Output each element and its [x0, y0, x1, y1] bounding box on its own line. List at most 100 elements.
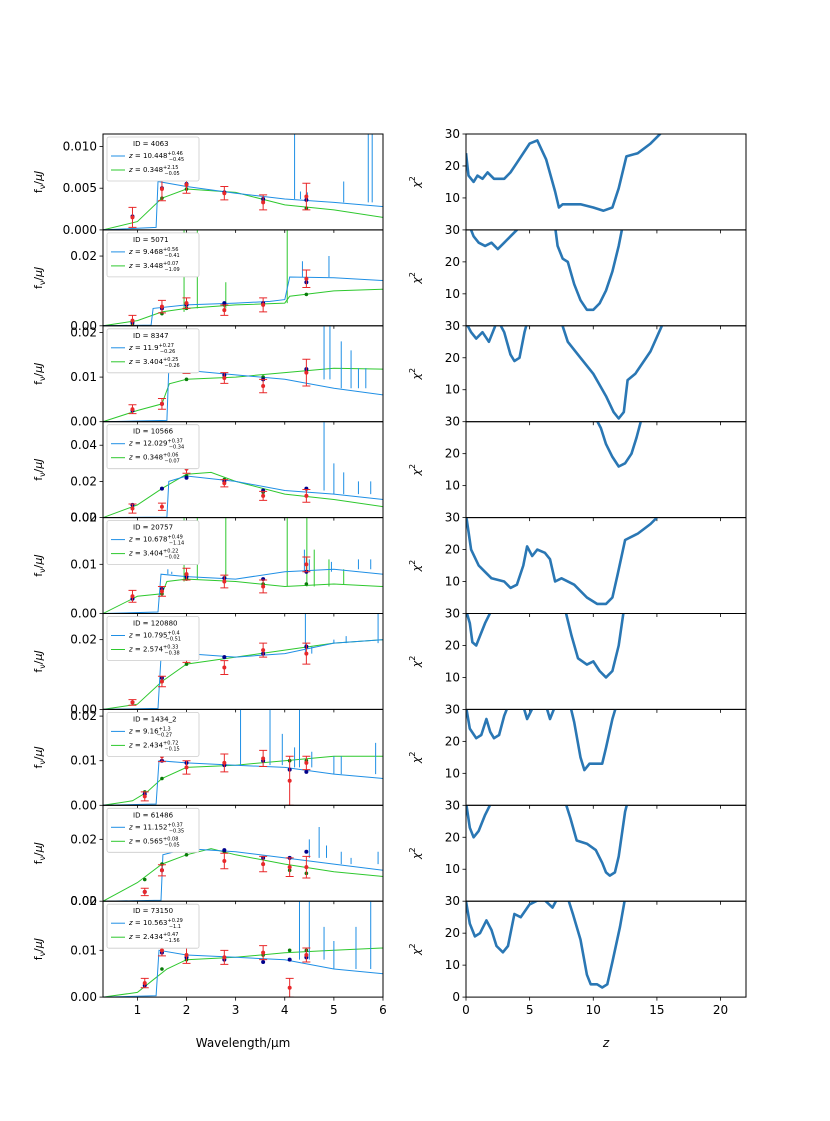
- model-a-legend-label: z = 10.563+0.29 −1.1: [128, 918, 183, 930]
- model-b-photometry-point: [304, 582, 309, 586]
- model-a-photometry-point: [261, 960, 266, 965]
- model-a-legend-label: z = 9.16+1.3 −0.27: [128, 726, 172, 738]
- model-a-legend-label: z = 10.795+0.4 −0.51: [128, 631, 181, 643]
- model-a-legend-label: z = 11.152+0.37 −0.35: [128, 822, 184, 834]
- observed-flux-point: [184, 765, 189, 770]
- model-a-photometry-point: [222, 655, 227, 660]
- model-b-photometry-point: [160, 776, 164, 781]
- sed-y-axis-label: fν/μJ: [32, 554, 47, 576]
- observed-flux-point: [159, 868, 164, 873]
- y-tick-label: 0.00: [70, 607, 97, 621]
- y-tick-label: 0.02: [70, 511, 97, 525]
- chi2-y-tick-label: 20: [445, 543, 460, 557]
- chi2-x-tick-label: 10: [586, 1003, 601, 1017]
- legend-id-label: ID = 5071: [133, 236, 169, 244]
- legend: ID = 8347 z = 11.9+0.27 −0.26 z = 3.404+0.2…: [106, 328, 200, 374]
- legend-frame: [106, 232, 200, 278]
- observed-flux-point: [287, 778, 292, 783]
- observed-flux-point: [222, 579, 227, 584]
- chi2-plot: [466, 134, 662, 212]
- chi2-y-tick-label: 30: [445, 798, 460, 812]
- model-b-legend-label: z = 2.434+0.47 −1.56: [128, 932, 180, 944]
- model-b-legend-label: z = 3.448+0.07 −1.09: [128, 261, 180, 273]
- model-b-spectrum: [103, 639, 383, 710]
- legend-frame: [106, 136, 200, 182]
- right-x-axis-label: z: [602, 1036, 610, 1050]
- model-a-photometry-point: [222, 848, 227, 853]
- legend-id-label: ID = 10566: [133, 428, 174, 436]
- observed-flux-point: [261, 200, 266, 205]
- sed-plot: [103, 421, 383, 518]
- chi2-y-axis-label: χ2: [408, 560, 423, 573]
- observed-flux-point: [261, 493, 266, 498]
- model-b-legend-label: z = 3.404+0.25 −0.26: [128, 357, 180, 369]
- chi2-y-axis-label: χ2: [408, 943, 423, 956]
- y-tick-label: 0.02: [70, 633, 97, 647]
- legend-frame: [106, 712, 200, 757]
- legend-frame: [106, 328, 200, 374]
- sed-plot: [103, 901, 383, 998]
- observed-flux-point: [304, 194, 309, 199]
- model-a-legend-label: z = 11.9+0.27 −0.26: [128, 343, 175, 355]
- observed-flux-point: [159, 304, 164, 309]
- chi2-plot: [469, 229, 624, 312]
- sed-y-axis-label: fν/μJ: [32, 650, 47, 672]
- chi2-y-tick-label: 30: [445, 607, 460, 621]
- panels: ID = 4063 z = 10.448+0.46 −0.45 z = 0.348+2…: [32, 127, 747, 1017]
- chi2-curve: [466, 901, 626, 989]
- sed-plot: [103, 613, 383, 710]
- y-tick-label: 0.00: [70, 415, 97, 429]
- model-a-spectrum: [103, 639, 383, 710]
- x-tick-label: 6: [379, 1003, 387, 1017]
- model-a-photometry-point: [159, 486, 164, 491]
- chi2-y-tick-label: 20: [445, 255, 460, 269]
- sed-y-axis-label: fν/μJ: [32, 267, 47, 289]
- observed-flux-point: [222, 665, 227, 670]
- legend-id-label: ID = 73150: [133, 907, 173, 915]
- panel-row: ID = 5071 z = 9.468+0.56 −0.41 z = 3.448+0.…: [32, 223, 747, 333]
- model-a-spectrum: [103, 475, 383, 518]
- observed-flux-point: [304, 370, 309, 375]
- legend-id-label: ID = 4063: [133, 140, 169, 148]
- observed-flux-point: [222, 375, 227, 380]
- y-tick-label: 0.00: [70, 990, 97, 1004]
- chi2-y-axis-label: χ2: [408, 752, 423, 765]
- model-b-spectrum: [103, 471, 383, 518]
- chi2-axes-frame: [465, 613, 747, 710]
- chi2-y-axis-label: χ2: [408, 368, 423, 381]
- chi2-y-tick-label: 20: [445, 830, 460, 844]
- y-tick-label: 0.02: [70, 709, 97, 723]
- legend: ID = 1434_2z = 9.16+1.3 −0.27 z = 2.434+0.…: [106, 712, 200, 757]
- chi2-y-axis-label: χ2: [408, 656, 423, 669]
- model-b-photometry-point: [142, 877, 147, 882]
- chi2-curve: [596, 421, 643, 468]
- model-a-spectrum: [103, 848, 383, 902]
- observed-flux-point: [261, 584, 266, 589]
- chi2-y-tick-label: 20: [445, 734, 460, 748]
- y-tick-label: 0.00: [70, 702, 97, 716]
- observed-flux-point: [261, 756, 266, 761]
- model-a-photometry-point: [287, 957, 292, 962]
- observed-flux-point: [304, 276, 309, 281]
- observed-flux-point: [222, 481, 227, 486]
- observed-flux-point: [130, 318, 135, 323]
- model-b-legend-label: z = 0.348+0.06 −0.07: [128, 453, 180, 465]
- chi2-y-tick-label: 30: [445, 319, 460, 333]
- chi2-x-tick-label: 15: [649, 1003, 664, 1017]
- panel-row: ID = 8347 z = 11.9+0.27 −0.26 z = 3.404+0.2…: [32, 319, 747, 429]
- legend: ID = 4063 z = 10.448+0.46 −0.45 z = 0.348+2…: [106, 136, 200, 182]
- model-b-legend-label: z = 2.574+0.33 −0.38: [128, 645, 180, 657]
- chi2-y-axis-label: χ2: [408, 176, 423, 189]
- chi2-y-tick-label: 20: [445, 638, 460, 652]
- model-b-legend-label: z = 0.348+2.15 −0.05: [128, 165, 180, 177]
- chi2-y-tick-label: 10: [445, 191, 460, 205]
- sed-y-axis-label: fν/μJ: [32, 363, 47, 385]
- legend-id-label: ID = 61486: [133, 811, 174, 819]
- chi2-plot: [466, 901, 626, 989]
- legend: ID = 73150 z = 10.563+0.29 −1.1 z = 2.434+0…: [106, 903, 200, 949]
- y-tick-label: 0.01: [70, 943, 97, 957]
- observed-flux-point: [142, 981, 147, 986]
- chi2-curve: [466, 517, 658, 606]
- y-tick-label: 0.01: [70, 370, 97, 384]
- legend-frame: [106, 807, 200, 853]
